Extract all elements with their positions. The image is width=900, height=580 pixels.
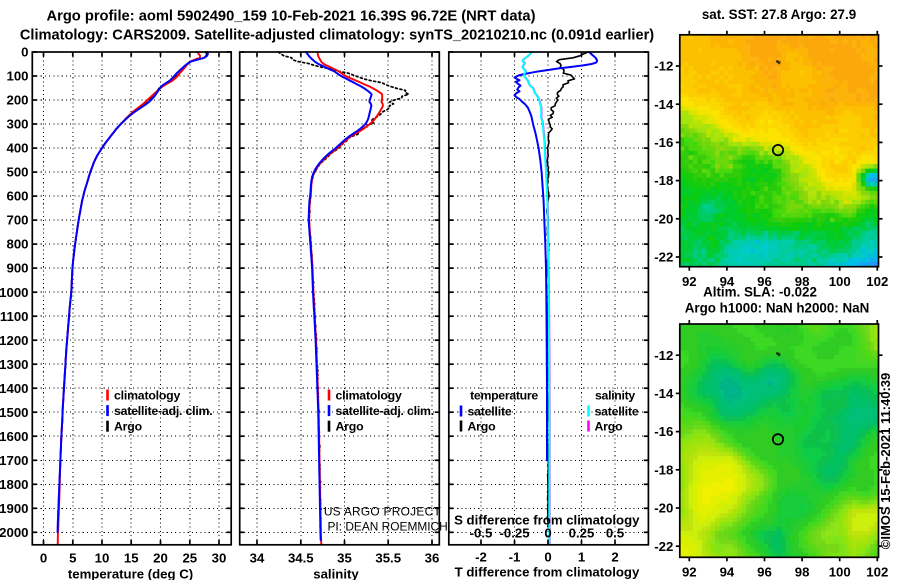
svg-text:US ARGO PROJECT: US ARGO PROJECT	[324, 505, 441, 519]
svg-text:PI: DEAN ROEMMICH: PI: DEAN ROEMMICH	[328, 520, 448, 534]
svg-text:30: 30	[212, 551, 227, 566]
svg-text:-14: -14	[654, 386, 674, 401]
svg-text:102: 102	[866, 274, 888, 289]
svg-text:climatology: climatology	[336, 388, 402, 402]
svg-text:500: 500	[6, 165, 28, 180]
svg-text:0.5: 0.5	[606, 526, 624, 541]
svg-text:-0.5: -0.5	[470, 526, 493, 541]
svg-text:Argo: Argo	[114, 420, 143, 434]
svg-text:-20: -20	[654, 211, 673, 226]
svg-text:400: 400	[6, 141, 28, 156]
svg-text:25: 25	[182, 551, 197, 566]
svg-text:100: 100	[829, 565, 851, 580]
svg-text:-12: -12	[654, 348, 673, 363]
svg-text:1300: 1300	[0, 357, 29, 372]
svg-text:900: 900	[6, 261, 28, 276]
svg-text:climatology: climatology	[114, 388, 180, 402]
svg-text:5: 5	[69, 551, 76, 566]
svg-text:2000: 2000	[0, 525, 29, 540]
svg-text:92: 92	[682, 565, 697, 580]
svg-text:800: 800	[6, 237, 28, 252]
svg-text:0: 0	[544, 526, 551, 541]
svg-text:92: 92	[682, 274, 697, 289]
svg-text:satellite-adj. clim.: satellite-adj. clim.	[336, 404, 435, 418]
svg-text:34: 34	[250, 551, 265, 566]
svg-text:Argo: Argo	[468, 419, 497, 433]
svg-text:S difference from climatology: S difference from climatology	[454, 513, 640, 528]
svg-text:94: 94	[720, 274, 735, 289]
svg-text:satellite: satellite	[595, 404, 639, 418]
svg-text:-22: -22	[654, 250, 673, 265]
svg-text:0: 0	[21, 45, 28, 60]
svg-text:1400: 1400	[0, 381, 29, 396]
svg-text:96: 96	[757, 274, 772, 289]
svg-text:satellite: satellite	[468, 404, 512, 418]
svg-text:sat. SST: 27.8 Argo: 27.9: sat. SST: 27.8 Argo: 27.9	[702, 7, 856, 22]
svg-text:temperature (deg C): temperature (deg C)	[68, 567, 193, 580]
svg-text:temperature: temperature	[470, 388, 538, 402]
svg-text:1: 1	[578, 550, 585, 565]
svg-text:-14: -14	[654, 97, 674, 112]
svg-text:-0.25: -0.25	[499, 526, 529, 541]
svg-text:0: 0	[544, 550, 551, 565]
svg-text:-16: -16	[654, 135, 673, 150]
svg-text:1800: 1800	[0, 477, 29, 492]
svg-text:1600: 1600	[0, 429, 29, 444]
svg-text:100: 100	[829, 274, 851, 289]
svg-text:35: 35	[337, 551, 352, 566]
svg-text:2: 2	[611, 550, 618, 565]
svg-text:-12: -12	[654, 59, 673, 74]
svg-text:1000: 1000	[0, 285, 29, 300]
svg-text:300: 300	[6, 117, 28, 132]
svg-text:98: 98	[795, 274, 810, 289]
svg-text:*: *	[777, 59, 782, 71]
svg-text:-16: -16	[654, 424, 673, 439]
svg-text:-1: -1	[509, 550, 521, 565]
svg-text:96: 96	[757, 565, 772, 580]
svg-text:Argo: Argo	[595, 419, 624, 433]
svg-text:satellite-adj. clim.: satellite-adj. clim.	[114, 404, 213, 418]
svg-text:1500: 1500	[0, 405, 29, 420]
svg-text:36: 36	[425, 551, 440, 566]
svg-text:1200: 1200	[0, 333, 29, 348]
svg-text:T difference from climatology: T difference from climatology	[455, 565, 640, 580]
svg-text:-18: -18	[654, 173, 673, 188]
svg-text:34.5: 34.5	[288, 551, 314, 566]
svg-text:1100: 1100	[0, 309, 29, 324]
svg-text:*: *	[777, 351, 782, 363]
svg-text:Argo: Argo	[336, 420, 365, 434]
svg-text:-20: -20	[654, 501, 673, 516]
svg-text:©IMOS 15-Feb-2021 11:40:39: ©IMOS 15-Feb-2021 11:40:39	[878, 373, 893, 550]
svg-text:1700: 1700	[0, 453, 29, 468]
svg-text:20: 20	[153, 551, 168, 566]
svg-text:100: 100	[6, 69, 28, 84]
svg-text:Argo h1000: NaN h2000: NaN: Argo h1000: NaN h2000: NaN	[685, 301, 870, 316]
svg-text:600: 600	[6, 189, 28, 204]
svg-text:0.25: 0.25	[569, 526, 595, 541]
svg-text:salinity: salinity	[595, 388, 635, 402]
svg-text:Climatology: CARS2009. Satelli: Climatology: CARS2009. Satellite-adjuste…	[20, 28, 654, 44]
svg-text:0: 0	[40, 551, 47, 566]
svg-text:102: 102	[866, 565, 888, 580]
svg-text:94: 94	[720, 565, 735, 580]
svg-text:Altim. SLA: -0.022: Altim. SLA: -0.022	[703, 285, 817, 300]
svg-text:200: 200	[6, 93, 28, 108]
svg-text:-22: -22	[654, 539, 673, 554]
svg-text:98: 98	[795, 565, 810, 580]
svg-text:700: 700	[6, 213, 28, 228]
svg-text:-18: -18	[654, 462, 673, 477]
svg-text:-2: -2	[475, 550, 487, 565]
svg-text:1900: 1900	[0, 501, 29, 516]
svg-text:salinity: salinity	[313, 567, 359, 580]
svg-text:Argo profile: aoml 5902490_159: Argo profile: aoml 5902490_159 10-Feb-20…	[47, 9, 536, 25]
svg-text:10: 10	[95, 551, 110, 566]
svg-text:35.5: 35.5	[375, 551, 401, 566]
svg-text:15: 15	[124, 551, 139, 566]
